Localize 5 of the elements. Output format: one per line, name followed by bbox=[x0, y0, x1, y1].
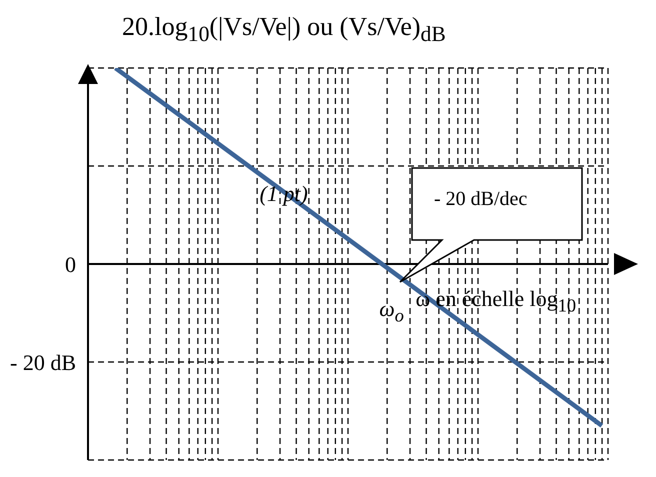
y-tick-label: 0 bbox=[65, 252, 76, 277]
y-tick-label: - 20 dB bbox=[10, 350, 76, 375]
annotation: - 20 dB/dec bbox=[434, 188, 528, 211]
annotation: ω$_{o}$ bbox=[379, 296, 404, 326]
y-axis-title: 20.log$_{10}$(|Vs/Ve|) ou (Vs/Ve)$_{dB}$ bbox=[118, 12, 450, 48]
